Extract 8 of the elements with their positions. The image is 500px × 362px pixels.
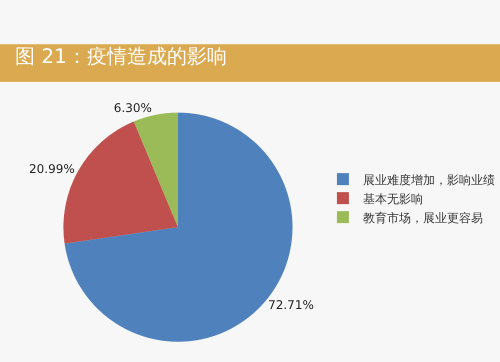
legend-label: 教育市场，展业更容易: [362, 210, 483, 225]
legend-label: 基本无影响: [362, 192, 423, 206]
data-label: 6.30%: [114, 101, 152, 116]
data-label: 72.71%: [268, 298, 314, 312]
data-label: 20.99%: [29, 162, 75, 176]
legend-label: 展业难度增加，影响业绩: [362, 172, 495, 187]
pie-slice: [134, 112, 178, 228]
chart-title: 图 21：疫情造成的影响: [15, 44, 227, 68]
